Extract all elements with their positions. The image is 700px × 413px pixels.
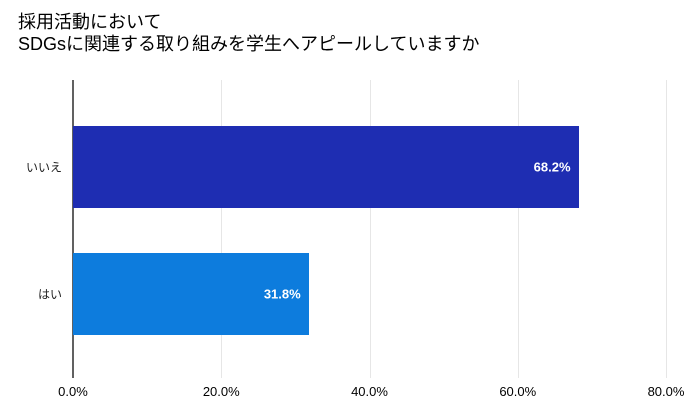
x-axis: 0.0% 20.0% 40.0% 60.0% 80.0%: [58, 384, 684, 402]
bar-no[interactable]: 68.2%: [73, 126, 579, 208]
bar-row-no: いいえ 68.2%: [26, 126, 666, 208]
plot-area: いいえ 68.2% はい 31.8%: [26, 80, 667, 378]
x-tick-80: 80.0%: [647, 384, 685, 399]
x-tick-40: 40.0%: [351, 384, 388, 399]
x-tick-0: 0.0%: [58, 384, 88, 399]
category-label-yes: はい: [37, 287, 62, 302]
chart-title: 採用活動において SDGsに関連する取り組みを学生へアピールしていますか: [18, 11, 479, 55]
bar-row-yes: はい 31.8%: [38, 253, 666, 335]
gridline-80: [666, 80, 667, 378]
value-label-yes: 31.8%: [263, 286, 301, 302]
gridline-20: [221, 80, 223, 378]
gridline-60: [517, 80, 519, 378]
gridline-40: [369, 80, 371, 378]
x-tick-20: 20.0%: [202, 384, 240, 399]
chart-title-line1: 採用活動において: [18, 12, 162, 32]
category-label-no: いいえ: [25, 160, 62, 175]
x-tick-60: 60.0%: [499, 384, 537, 399]
value-label-no: 68.2%: [533, 159, 571, 175]
bar-yes[interactable]: 31.8%: [73, 253, 309, 335]
axis-baseline: [72, 80, 74, 378]
chart-title-line2: SDGsに関連する取り組みを学生へアピールしていますか: [18, 34, 480, 54]
